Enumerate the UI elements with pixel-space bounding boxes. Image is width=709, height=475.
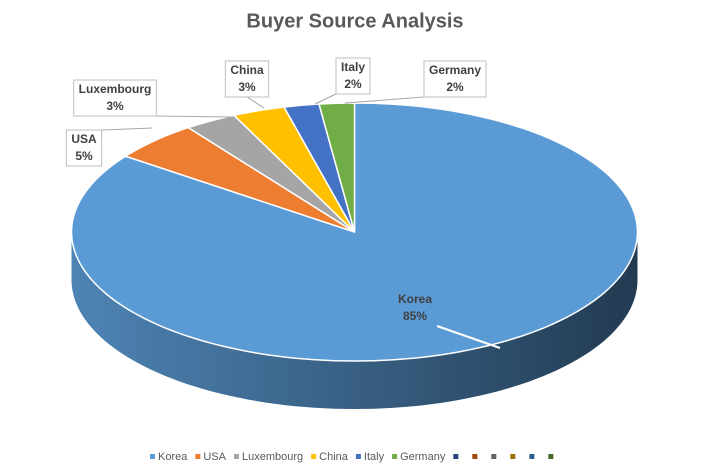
legend-swatch — [510, 454, 516, 459]
data-label-value: 5% — [75, 149, 93, 163]
data-label-category: Italy — [341, 60, 365, 74]
slice — [318, 102, 356, 233]
data-label-category: China — [230, 63, 264, 77]
side-shade — [71, 232, 638, 409]
data-label-category: Korea — [398, 292, 432, 306]
data-label-value: 85% — [403, 309, 427, 323]
data-label: Italy 2% — [341, 60, 365, 91]
legend-swatch — [491, 454, 497, 459]
label-box — [423, 60, 487, 98]
data-label: Korea 85% — [398, 292, 432, 323]
legend-swatch — [233, 454, 239, 459]
label-box — [335, 57, 371, 95]
label-box — [73, 79, 157, 117]
label-box — [65, 129, 103, 167]
legend-swatch — [548, 454, 554, 459]
data-label-value: 2% — [446, 80, 464, 94]
legend-label: China — [319, 451, 349, 463]
data-label-category: Germany — [429, 63, 481, 77]
legend-label: Korea — [158, 451, 188, 463]
legend-swatch — [453, 454, 459, 459]
legend-swatch — [392, 454, 398, 459]
slice — [186, 114, 356, 233]
legend-swatch — [195, 454, 201, 459]
data-label: Luxembourg 3% — [79, 82, 152, 113]
data-label: Germany 2% — [429, 63, 481, 94]
legend-label: USA — [203, 451, 226, 463]
legend-swatch — [150, 454, 155, 459]
data-label-category: USA — [71, 132, 97, 146]
legend-swatch — [472, 454, 478, 459]
leader-line — [436, 325, 501, 349]
slice — [232, 106, 356, 233]
data-label: China 3% — [230, 63, 264, 94]
chart-title: Buyer Source Analysis — [246, 10, 463, 32]
legend-swatch — [311, 454, 317, 459]
data-label: USA 5% — [71, 132, 97, 163]
slice — [123, 126, 355, 233]
data-label-value: 3% — [106, 99, 124, 113]
legend-label: Germany — [400, 451, 446, 463]
legend-swatch — [355, 454, 361, 459]
label-box — [224, 60, 270, 98]
leader-line — [344, 96, 425, 104]
leader-line — [246, 96, 265, 109]
data-label-value: 2% — [344, 77, 362, 91]
data-label-value: 3% — [238, 80, 256, 94]
data-label-category: Luxembourg — [79, 82, 152, 96]
leader-line — [156, 115, 233, 118]
legend-label: Luxembourg — [242, 451, 303, 463]
legend-label: Italy — [364, 451, 385, 463]
leader-line — [314, 93, 337, 105]
legend-swatch — [529, 454, 535, 459]
leader-line — [101, 127, 153, 131]
